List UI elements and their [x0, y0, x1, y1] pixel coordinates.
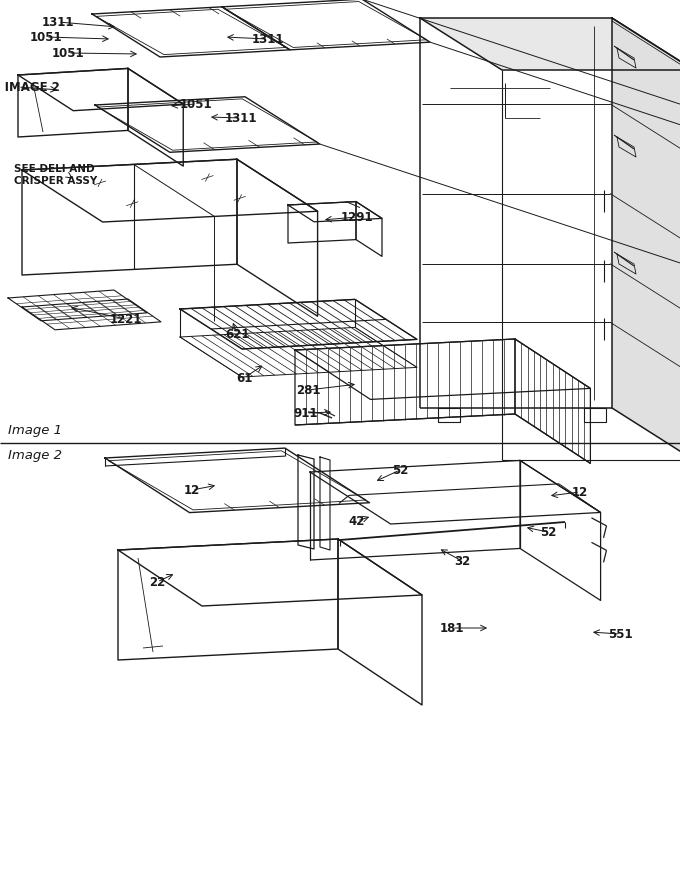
Text: 22: 22: [149, 576, 165, 589]
Text: 1051: 1051: [30, 31, 63, 43]
Text: 1051: 1051: [52, 47, 84, 60]
Text: 1311: 1311: [252, 33, 284, 46]
Text: Image 2: Image 2: [8, 449, 62, 462]
Text: 1291: 1291: [341, 210, 373, 224]
Text: 181: 181: [440, 621, 464, 634]
Text: 52: 52: [392, 464, 408, 476]
Text: SEE IMAGE 2: SEE IMAGE 2: [0, 80, 60, 93]
Text: 52: 52: [540, 525, 556, 539]
Text: 42: 42: [349, 515, 365, 527]
Text: 1221: 1221: [109, 312, 142, 326]
Polygon shape: [420, 18, 680, 70]
Text: Image 1: Image 1: [8, 424, 62, 437]
Polygon shape: [612, 18, 680, 460]
Text: 12: 12: [184, 483, 200, 496]
Text: 61: 61: [236, 371, 252, 385]
Text: 1051: 1051: [180, 98, 212, 111]
Text: 1311: 1311: [41, 16, 74, 28]
Text: 551: 551: [608, 627, 632, 641]
Text: SEE DELI AND
CRISPER ASSY: SEE DELI AND CRISPER ASSY: [14, 164, 97, 186]
Text: 32: 32: [454, 554, 470, 568]
Text: 12: 12: [572, 486, 588, 498]
Text: 911: 911: [294, 407, 318, 420]
Text: 621: 621: [225, 327, 250, 341]
Text: 281: 281: [296, 384, 320, 397]
Text: 1311: 1311: [225, 112, 257, 124]
